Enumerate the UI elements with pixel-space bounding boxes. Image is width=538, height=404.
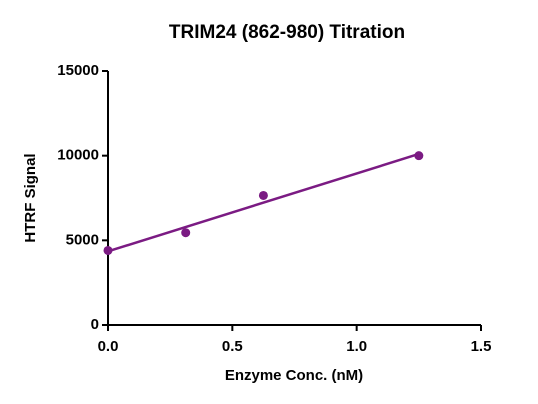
x-tick-label: 0.0 <box>98 338 119 355</box>
x-tick-label: 0.5 <box>222 338 243 355</box>
data-point <box>258 190 268 200</box>
data-point <box>181 228 191 238</box>
x-tick-label: 1.0 <box>346 338 367 355</box>
y-tick-label: 10000 <box>57 147 99 164</box>
x-axis-label: Enzyme Conc. (nM) <box>225 367 363 384</box>
y-axis-label: HTRF Signal <box>22 153 39 242</box>
y-tick-label: 0 <box>91 316 99 333</box>
fit-line <box>107 152 420 253</box>
chart-title: TRIM24 (862-980) Titration <box>169 22 405 43</box>
x-tick-label: 1.5 <box>471 338 492 355</box>
y-tick-label: 5000 <box>66 231 99 248</box>
y-tick-label: 15000 <box>57 62 99 79</box>
